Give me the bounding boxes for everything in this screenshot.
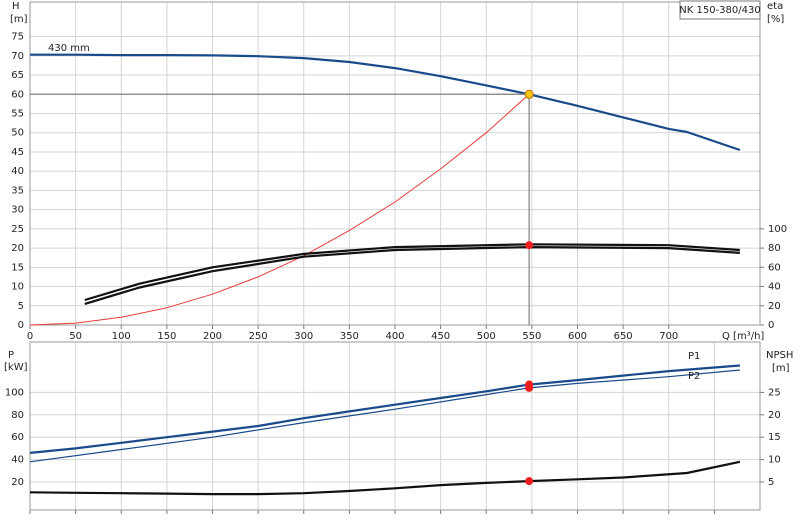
- y2-tick-label: 60: [768, 262, 781, 273]
- data-point: [525, 477, 534, 486]
- x-tick-label: 450: [431, 331, 450, 342]
- x-tick-label: 350: [340, 331, 359, 342]
- x-tick-label: 650: [614, 331, 633, 342]
- y2-axis-unit: [m]: [772, 363, 790, 374]
- y-tick-label: 20: [11, 477, 24, 488]
- x-tick-label: 500: [477, 331, 496, 342]
- x-tick-label: 150: [157, 331, 176, 342]
- y-tick-label: 20: [11, 243, 24, 254]
- data-point: [524, 89, 534, 99]
- y-tick-label: 10: [11, 282, 24, 293]
- plot-frame: [29, 341, 761, 511]
- chart-title: NK 150-380/430: [679, 5, 760, 16]
- data-line: [29, 460, 741, 496]
- x-tick-label: 550: [522, 331, 541, 342]
- y-axis-unit: [kW]: [4, 362, 28, 373]
- y-tick-label: 5: [18, 301, 24, 312]
- y2-axis-label: NPSH: [766, 350, 793, 361]
- y-tick-label: 70: [11, 51, 24, 62]
- y2-axis-unit: [%]: [767, 14, 784, 25]
- y-tick-label: 40: [11, 455, 24, 466]
- y-tick-label: 0: [18, 320, 24, 331]
- y2-tick-label: 15: [768, 432, 781, 443]
- x-tick-label: 0: [27, 331, 33, 342]
- plot-layer: 0 50 100 150 200 250 300 350 400 450 500 550 600 650 7…: [5, 1, 787, 514]
- plot-frame: [29, 1, 761, 326]
- y-axis-label: H: [12, 1, 20, 12]
- y-tick-label: 55: [11, 109, 24, 120]
- data-line: [84, 246, 740, 305]
- x-tick-label: 250: [249, 331, 268, 342]
- data-line: [84, 243, 740, 302]
- title-box: [679, 0, 761, 20]
- y-tick-label: 50: [11, 128, 24, 139]
- x-tick-label: 50: [69, 331, 82, 342]
- y-tick-label: 80: [11, 410, 24, 421]
- x-tick-label: 200: [203, 331, 222, 342]
- y2-tick-label: 0: [768, 320, 774, 331]
- y2-tick-label: 100: [768, 224, 787, 235]
- curve-label: 430 mm: [48, 43, 90, 54]
- data-line: [29, 93, 530, 326]
- y2-tick-label: 10: [768, 455, 781, 466]
- y2-tick-label: 20: [768, 301, 781, 312]
- curve-label: P2: [688, 371, 700, 382]
- y-tick-label: 40: [11, 166, 24, 177]
- data-point: [525, 383, 534, 392]
- y-tick-label: 100: [5, 387, 24, 398]
- y-axis-label: P: [8, 350, 14, 361]
- y2-tick-label: 40: [768, 282, 781, 293]
- y-tick-label: 60: [11, 432, 24, 443]
- y-tick-label: 35: [11, 185, 24, 196]
- curve-label: P1: [688, 351, 700, 362]
- y-tick-label: 45: [11, 147, 24, 158]
- x-tick-label: 400: [385, 331, 404, 342]
- y-tick-label: 30: [11, 205, 24, 216]
- y2-tick-label: 20: [768, 410, 781, 421]
- x-tick-label: 300: [294, 331, 313, 342]
- data-line: [29, 369, 740, 463]
- x-tick-label: 100: [112, 331, 131, 342]
- data-line: [29, 364, 740, 454]
- data-point: [525, 241, 534, 250]
- x-axis-label: Q [m³/h]: [722, 331, 764, 342]
- y2-axis-label: eta: [767, 1, 783, 12]
- data-line: [30, 53, 741, 152]
- y2-tick-label: 80: [768, 243, 781, 254]
- y2-tick-label: 25: [768, 387, 781, 398]
- x-tick-label: 700: [659, 331, 678, 342]
- y-tick-label: 75: [11, 32, 24, 43]
- y-tick-label: 60: [11, 89, 24, 100]
- y2-tick-label: 5: [768, 477, 774, 488]
- y-tick-label: 25: [11, 224, 24, 235]
- x-tick-label: 600: [568, 331, 587, 342]
- y-tick-label: 65: [11, 70, 24, 81]
- y-tick-label: 15: [11, 262, 24, 273]
- y-axis-unit: [m]: [10, 14, 28, 25]
